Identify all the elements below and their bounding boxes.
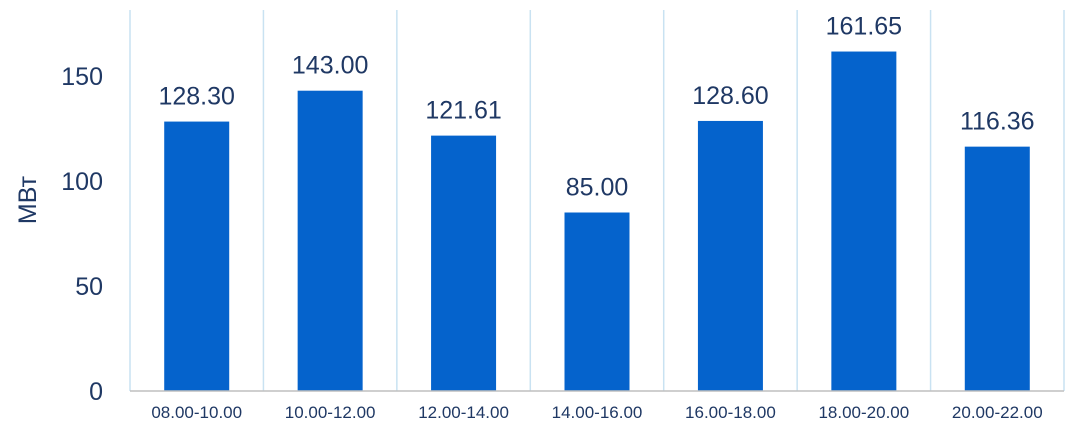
grid-lines (129, 10, 1065, 391)
y-tick-label: 150 (61, 63, 103, 91)
x-tick-label: 14.00-16.00 (552, 403, 643, 422)
data-label: 121.61 (425, 97, 501, 125)
data-label: 85.00 (566, 174, 629, 202)
bars (164, 51, 1030, 391)
y-tick-label: 100 (61, 168, 103, 196)
bar (297, 90, 363, 391)
data-label: 143.00 (292, 52, 368, 80)
y-tick-label: 0 (89, 378, 103, 406)
x-axis-tick-labels: 08.00-10.00 10.00-12.00 12.00-14.00 14.00-1… (151, 403, 1042, 422)
bar (831, 51, 897, 391)
data-label: 116.36 (960, 108, 1035, 136)
x-tick-label: 20.00-22.00 (952, 403, 1043, 422)
x-tick-label: 18.00-20.00 (818, 403, 909, 422)
data-label: 128.60 (692, 82, 768, 110)
x-tick-label: 16.00-18.00 (685, 403, 776, 422)
x-tick-label: 10.00-12.00 (285, 403, 376, 422)
x-tick-label: 12.00-14.00 (418, 403, 509, 422)
bar (964, 146, 1030, 391)
bar (697, 120, 763, 391)
y-axis-title: МВт (14, 175, 42, 224)
y-axis-tick-labels: 0 50 100 150 (61, 63, 103, 406)
y-tick-label: 50 (75, 273, 103, 301)
data-label: 128.30 (158, 83, 234, 111)
bar (564, 212, 630, 391)
data-label: 161.65 (826, 13, 902, 41)
data-labels: 128.30 143.00 121.61 85.00 128.60 161.65 116.3… (158, 13, 1034, 202)
bar (431, 135, 497, 391)
bar (164, 121, 230, 391)
x-tick-label: 08.00-10.00 (151, 403, 242, 422)
